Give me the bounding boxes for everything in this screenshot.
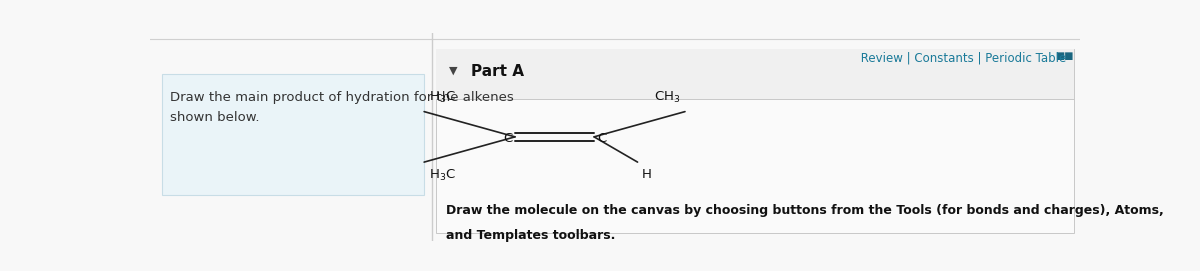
Text: C: C	[596, 133, 606, 146]
Text: H$_3$C: H$_3$C	[428, 90, 456, 105]
FancyBboxPatch shape	[437, 49, 1074, 99]
Text: Draw the molecule on the canvas by choosing buttons from the Tools (for bonds an: Draw the molecule on the canvas by choos…	[445, 204, 1164, 217]
FancyBboxPatch shape	[162, 74, 425, 195]
Text: Review | Constants | Periodic Table: Review | Constants | Periodic Table	[857, 51, 1066, 64]
Text: ■■: ■■	[1055, 51, 1074, 61]
Text: Draw the main product of hydration for the alkenes
shown below.: Draw the main product of hydration for t…	[170, 91, 515, 124]
Text: H: H	[642, 168, 652, 181]
FancyBboxPatch shape	[437, 49, 1074, 233]
Text: ▼: ▼	[450, 66, 458, 76]
Text: H$_3$C: H$_3$C	[428, 168, 456, 183]
Text: CH$_3$: CH$_3$	[654, 90, 680, 105]
Text: Part A: Part A	[470, 64, 524, 79]
Text: and Templates toolbars.: and Templates toolbars.	[445, 229, 616, 242]
Text: C: C	[503, 133, 512, 146]
